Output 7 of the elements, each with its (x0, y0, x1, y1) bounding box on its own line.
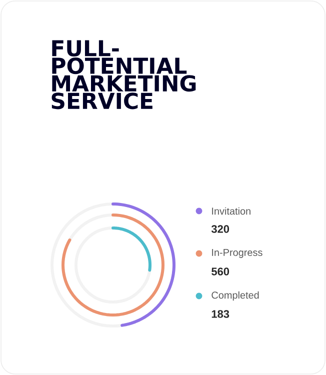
data-label: 560 (212, 268, 230, 276)
text: FULL-POTENTIAL MARKETING SERVICE (52, 40, 196, 110)
data-label: 320 (211, 225, 230, 233)
data-label: 183 (212, 310, 230, 318)
legend-label: Invitation (212, 207, 250, 215)
legend-label: Completed (212, 291, 259, 301)
legend-label: In-Progress (212, 249, 262, 258)
